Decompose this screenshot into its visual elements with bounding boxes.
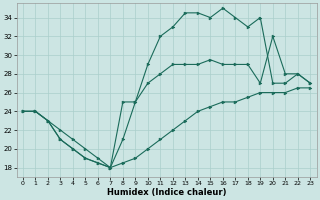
X-axis label: Humidex (Indice chaleur): Humidex (Indice chaleur)	[107, 188, 226, 197]
